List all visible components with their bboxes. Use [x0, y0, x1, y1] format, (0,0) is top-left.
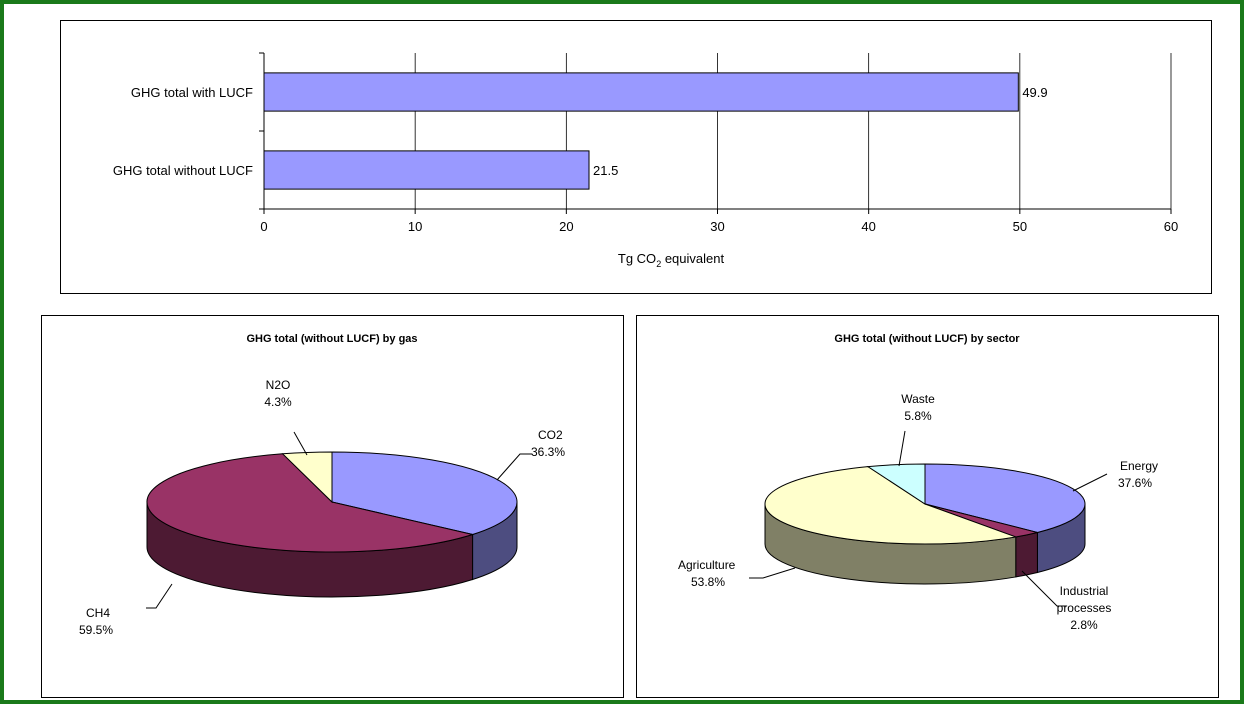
leader-line-agriculture — [749, 567, 796, 579]
slice-name-n2o: N2O — [266, 378, 291, 392]
leader-line-waste — [898, 430, 906, 467]
pie-slice — [764, 466, 1018, 545]
pie-by-gas-leader-lines — [146, 431, 532, 609]
leader-line-ch4 — [146, 583, 173, 609]
bar-category-label: GHG total with LUCF — [131, 85, 253, 100]
pie-slice — [281, 451, 333, 504]
slice-label-industrial: 2.8% — [1070, 618, 1098, 632]
x-tick-label: 20 — [559, 219, 573, 234]
pie-by-sector-leader-lines — [749, 430, 1108, 607]
pie-by-gas-panel: GHG total (without LUCF) by gas CO2 36.3… — [41, 315, 624, 698]
pie-by-gas-slices — [146, 451, 518, 598]
pie-by-gas-title: GHG total (without LUCF) by gas — [246, 333, 417, 345]
bar-value-label: 21.5 — [593, 163, 618, 178]
pie-by-sector-title: GHG total (without LUCF) by sector — [834, 333, 1020, 345]
slice-label-co2: 36.3% — [531, 445, 565, 459]
pie-slice — [924, 463, 1086, 533]
x-tick-label: 50 — [1013, 219, 1027, 234]
pie-by-sector-panel: GHG total (without LUCF) by sector Energ… — [636, 315, 1219, 698]
bar-chart-bars: 49.9 GHG total with LUCF 21.5 GHG total wit… — [113, 72, 1048, 190]
pie-chart-by-gas: GHG total (without LUCF) by gas CO2 36.3… — [79, 333, 565, 637]
slice-name-industrial-line1: Industrial — [1060, 584, 1109, 598]
pie-chart-by-sector: GHG total (without LUCF) by sector Energ… — [678, 333, 1158, 632]
slice-name-waste: Waste — [901, 392, 935, 406]
bar-chart: 49.9 GHG total with LUCF 21.5 GHG total wit… — [113, 52, 1178, 269]
x-tick-label: 30 — [710, 219, 724, 234]
leader-line-industrial — [1021, 570, 1067, 607]
slice-label-energy: 37.6% — [1118, 476, 1152, 490]
bar-chart-ticks: 0 10 20 30 40 50 60 — [259, 52, 1178, 234]
bar — [263, 150, 590, 190]
bar-category-label: GHG total without LUCF — [113, 163, 253, 178]
leader-line-n2o — [293, 431, 308, 456]
pie-slice — [146, 453, 475, 553]
pie-slice — [331, 451, 518, 536]
slice-name-ch4: CH4 — [86, 606, 110, 620]
slice-name-co2: CO2 — [538, 428, 563, 442]
x-tick-label: 0 — [260, 219, 267, 234]
slice-name-energy: Energy — [1120, 459, 1158, 473]
slice-label-ch4: 59.5% — [79, 623, 113, 637]
leader-line-co2 — [496, 453, 532, 481]
pie-slice — [866, 463, 926, 505]
x-tick-label: 60 — [1164, 219, 1178, 234]
x-tick-label: 40 — [861, 219, 875, 234]
bar — [263, 72, 1019, 112]
pie-by-sector-slices — [764, 463, 1086, 585]
slice-label-n2o: 4.3% — [264, 395, 292, 409]
bar-chart-panel: 49.9 GHG total with LUCF 21.5 GHG total wit… — [60, 20, 1212, 294]
leader-line-energy — [1072, 473, 1108, 492]
slice-name-agriculture: Agriculture — [678, 558, 736, 572]
pie-side-wall — [1015, 531, 1038, 578]
bar-value-label: 49.9 — [1022, 85, 1047, 100]
x-axis-label: Tg CO2 equivalent — [618, 251, 725, 269]
x-tick-label: 10 — [408, 219, 422, 234]
slice-label-waste: 5.8% — [904, 409, 932, 423]
slice-label-agriculture: 53.8% — [691, 575, 725, 589]
slice-name-industrial-line2: processes — [1057, 601, 1112, 615]
